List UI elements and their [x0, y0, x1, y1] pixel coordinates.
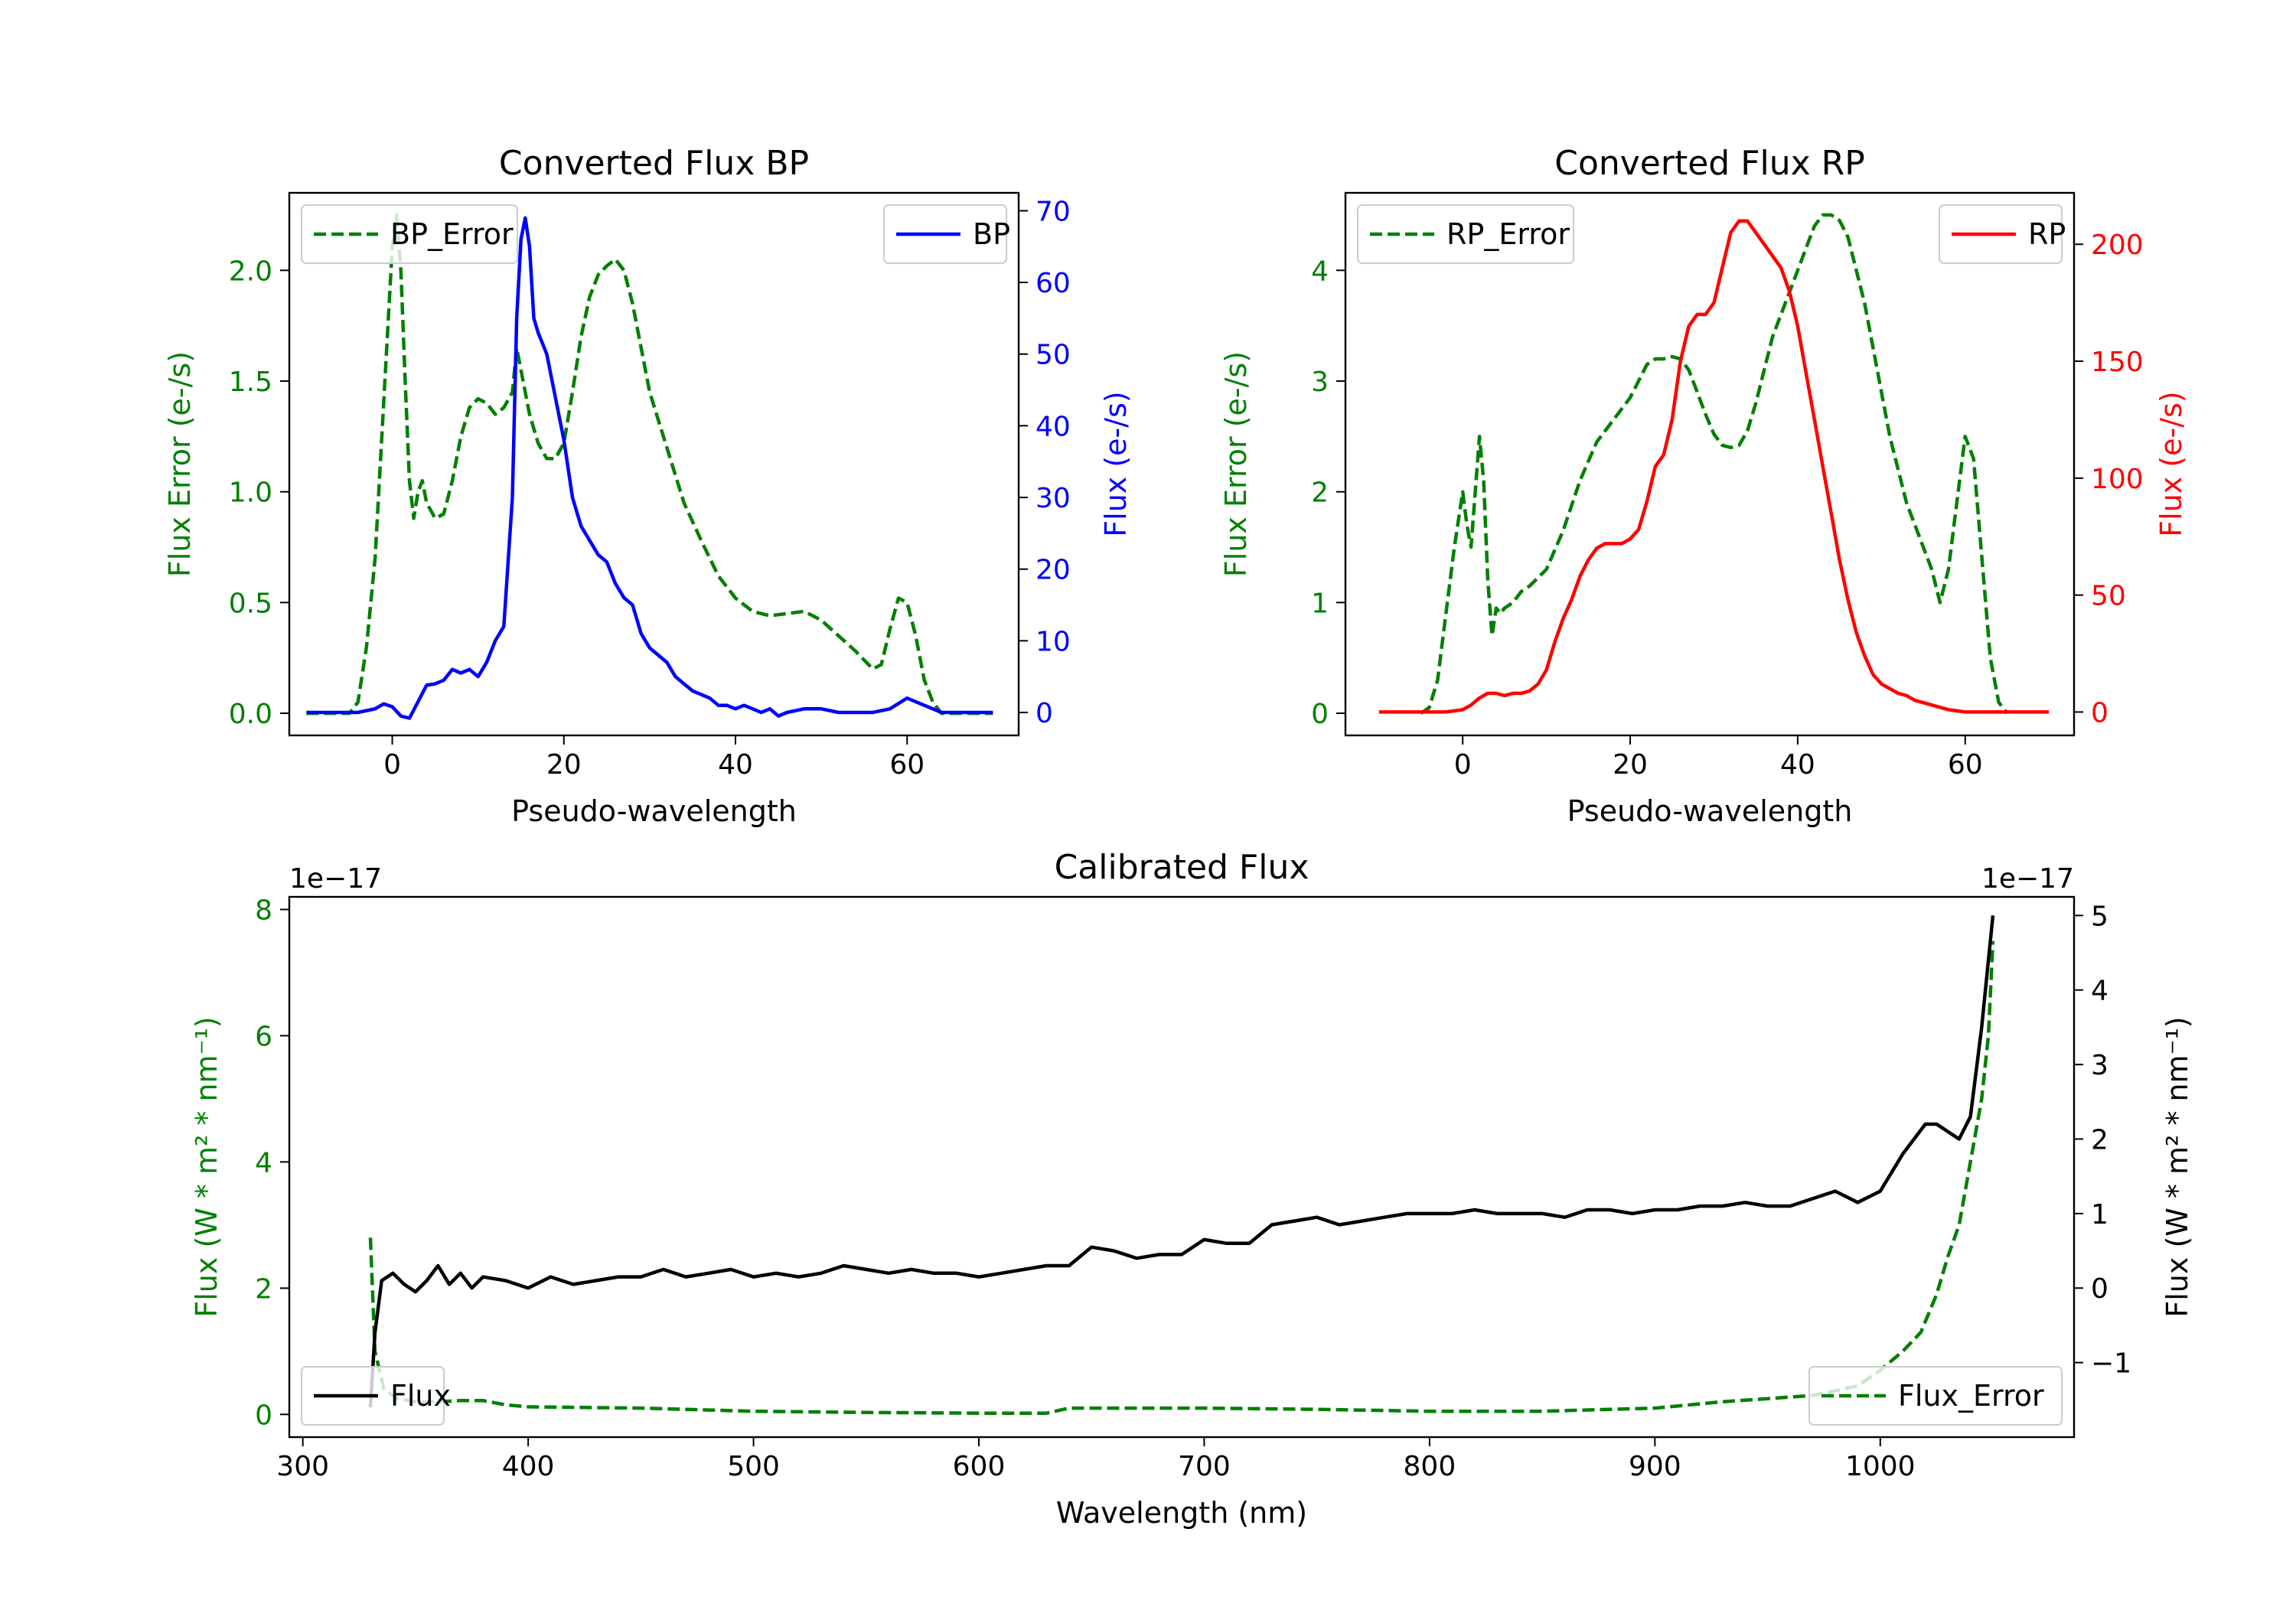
- cal-legend-right-box: [1808, 1366, 2063, 1426]
- cal-xtick-label: 700: [1178, 1451, 1231, 1482]
- bp-ylabel-left: Flux Error (e-/s): [163, 351, 197, 577]
- bp-ytick-left-label: 1.0: [229, 478, 272, 509]
- cal-xlabel: Wavelength (nm): [1056, 1496, 1307, 1530]
- rp-xtick-label: 20: [1613, 749, 1648, 781]
- cal-ytick-right-label: 4: [2091, 976, 2108, 1007]
- cal-xtick-label: 1000: [1845, 1451, 1916, 1482]
- rp-ytick-right-label: 200: [2091, 230, 2144, 261]
- cal-ytick-right-label: 3: [2091, 1050, 2108, 1081]
- rp-series-rp-error: [1420, 213, 2009, 715]
- bp-axes-frame: [288, 191, 1020, 737]
- cal-ytick-left-label: 0: [255, 1400, 272, 1431]
- cal-ytick-left-label: 4: [255, 1147, 272, 1178]
- bp-xtick-label: 40: [718, 749, 753, 781]
- rp-series-rp: [1378, 219, 2050, 714]
- cal-xtick-label: 400: [502, 1451, 555, 1482]
- cal-ylabel-right: Flux (W * m² * nm⁻¹): [2161, 1016, 2194, 1317]
- rp-legend-right: RP: [1939, 204, 2066, 264]
- rp-legend-left-label: RP_Error: [1446, 217, 1570, 251]
- cal-offset-left: 1e−17: [289, 863, 382, 895]
- bp-xtick-label: 20: [546, 749, 582, 781]
- bp-ytick-right-label: 60: [1035, 268, 1071, 299]
- rp-ytick-right-label: 150: [2091, 347, 2144, 378]
- cal-xtick-label: 500: [727, 1451, 780, 1482]
- rp-ytick-right-label: 100: [2091, 464, 2144, 495]
- bp-series-bp-error: [306, 213, 993, 715]
- cal-ytick-left-label: 2: [255, 1273, 272, 1305]
- rp-axes-frame: [1344, 191, 2076, 737]
- cal-ytick-right-label: 0: [2091, 1273, 2108, 1305]
- bp-ytick-left-label: 1.5: [229, 367, 272, 398]
- rp-legend-right-label: RP: [2028, 217, 2066, 251]
- cal-xtick-label: 300: [276, 1451, 329, 1482]
- bp-ytick-left-label: 2.0: [229, 256, 272, 287]
- cal-offset-right: 1e−17: [1981, 863, 2074, 895]
- bp-ytick-right-label: 40: [1035, 411, 1071, 442]
- cal-xtick-label: 900: [1629, 1451, 1681, 1482]
- rp-ylabel-right: Flux (e-/s): [2154, 391, 2188, 536]
- cal-legend-right-label: Flux_Error: [1898, 1379, 2044, 1413]
- cal-ytick-left-label: 8: [255, 895, 272, 926]
- bp-xtick-label: 0: [383, 749, 401, 781]
- bp-ytick-right-label: 20: [1035, 555, 1071, 586]
- bp-title: Converted Flux BP: [499, 144, 809, 183]
- bp-ytick-right-label: 50: [1035, 340, 1071, 371]
- rp-xtick-label: 60: [1948, 749, 1983, 781]
- cal-ytick-left-label: 6: [255, 1021, 272, 1052]
- bp-ytick-right-label: 10: [1035, 626, 1071, 657]
- cal-xtick-label: 800: [1404, 1451, 1456, 1482]
- cal-series-flux-error: [368, 940, 1995, 1415]
- cal-ytick-right-label: 1: [2091, 1199, 2108, 1231]
- rp-legend-left-box: [1357, 204, 1574, 264]
- rp-ytick-left-label: 3: [1311, 367, 1329, 398]
- bp-ytick-right-label: 30: [1035, 483, 1071, 514]
- bp-legend-left-box: [301, 204, 518, 264]
- cal-title: Calibrated Flux: [1055, 848, 1309, 887]
- cal-xtick-label: 600: [953, 1451, 1006, 1482]
- bp-chart: 0 20 40 60 0.0 0.5 1.0 1.5 2.0 0 10 20 30 40 50 60 70 Con…: [163, 144, 1133, 828]
- rp-xlabel: Pseudo-wavelength: [1567, 794, 1853, 828]
- cal-ytick-right-label: 2: [2091, 1124, 2108, 1156]
- rp-ytick-left-label: 0: [1311, 699, 1329, 730]
- cal-axes-frame: [288, 895, 2076, 1439]
- rp-ytick-left-label: 2: [1311, 478, 1329, 509]
- cal-ylabel-left: Flux (W * m² * nm⁻¹): [190, 1016, 223, 1317]
- rp-xtick-label: 0: [1454, 749, 1472, 781]
- cal-series-flux: [368, 915, 1995, 1408]
- rp-legend-left: RP_Error: [1357, 204, 1574, 264]
- rp-ytick-left-label: 4: [1311, 256, 1329, 287]
- rp-title: Converted Flux RP: [1554, 144, 1865, 183]
- bp-series-bp: [306, 216, 993, 720]
- cal-legend-left-label: Flux: [390, 1379, 451, 1413]
- bp-ytick-right-label: 0: [1035, 698, 1053, 729]
- rp-xtick-label: 40: [1780, 749, 1815, 781]
- bp-xtick-label: 60: [889, 749, 925, 781]
- bp-ytick-left-label: 0.0: [229, 699, 272, 730]
- cal-ytick-right-label: 5: [2091, 901, 2108, 932]
- bp-ytick-left-label: 0.5: [229, 588, 272, 619]
- bp-legend-left: BP_Error: [301, 204, 518, 264]
- bp-xlabel: Pseudo-wavelength: [511, 794, 797, 828]
- cal-legend-left: Flux: [301, 1366, 451, 1426]
- bp-legend-right-label: BP: [973, 217, 1010, 251]
- bp-legend-left-label: BP_Error: [390, 217, 514, 251]
- cal-chart: 300 400 500 600 700 800 900 1000 0 2 4 6 8 −1 0 1 2 3 4 5 Ca…: [190, 848, 2194, 1530]
- bp-legend-right: BP: [883, 204, 1010, 264]
- rp-ytick-right-label: 50: [2091, 581, 2126, 612]
- rp-ytick-left-label: 1: [1311, 588, 1329, 619]
- bp-ytick-right-label: 70: [1035, 196, 1071, 227]
- rp-ytick-right-label: 0: [2091, 697, 2108, 729]
- bp-ylabel-right: Flux (e-/s): [1099, 391, 1133, 536]
- cal-legend-right: Flux_Error: [1808, 1366, 2063, 1426]
- cal-ytick-right-label: −1: [2091, 1348, 2131, 1380]
- rp-ylabel-left: Flux Error (e-/s): [1219, 351, 1253, 577]
